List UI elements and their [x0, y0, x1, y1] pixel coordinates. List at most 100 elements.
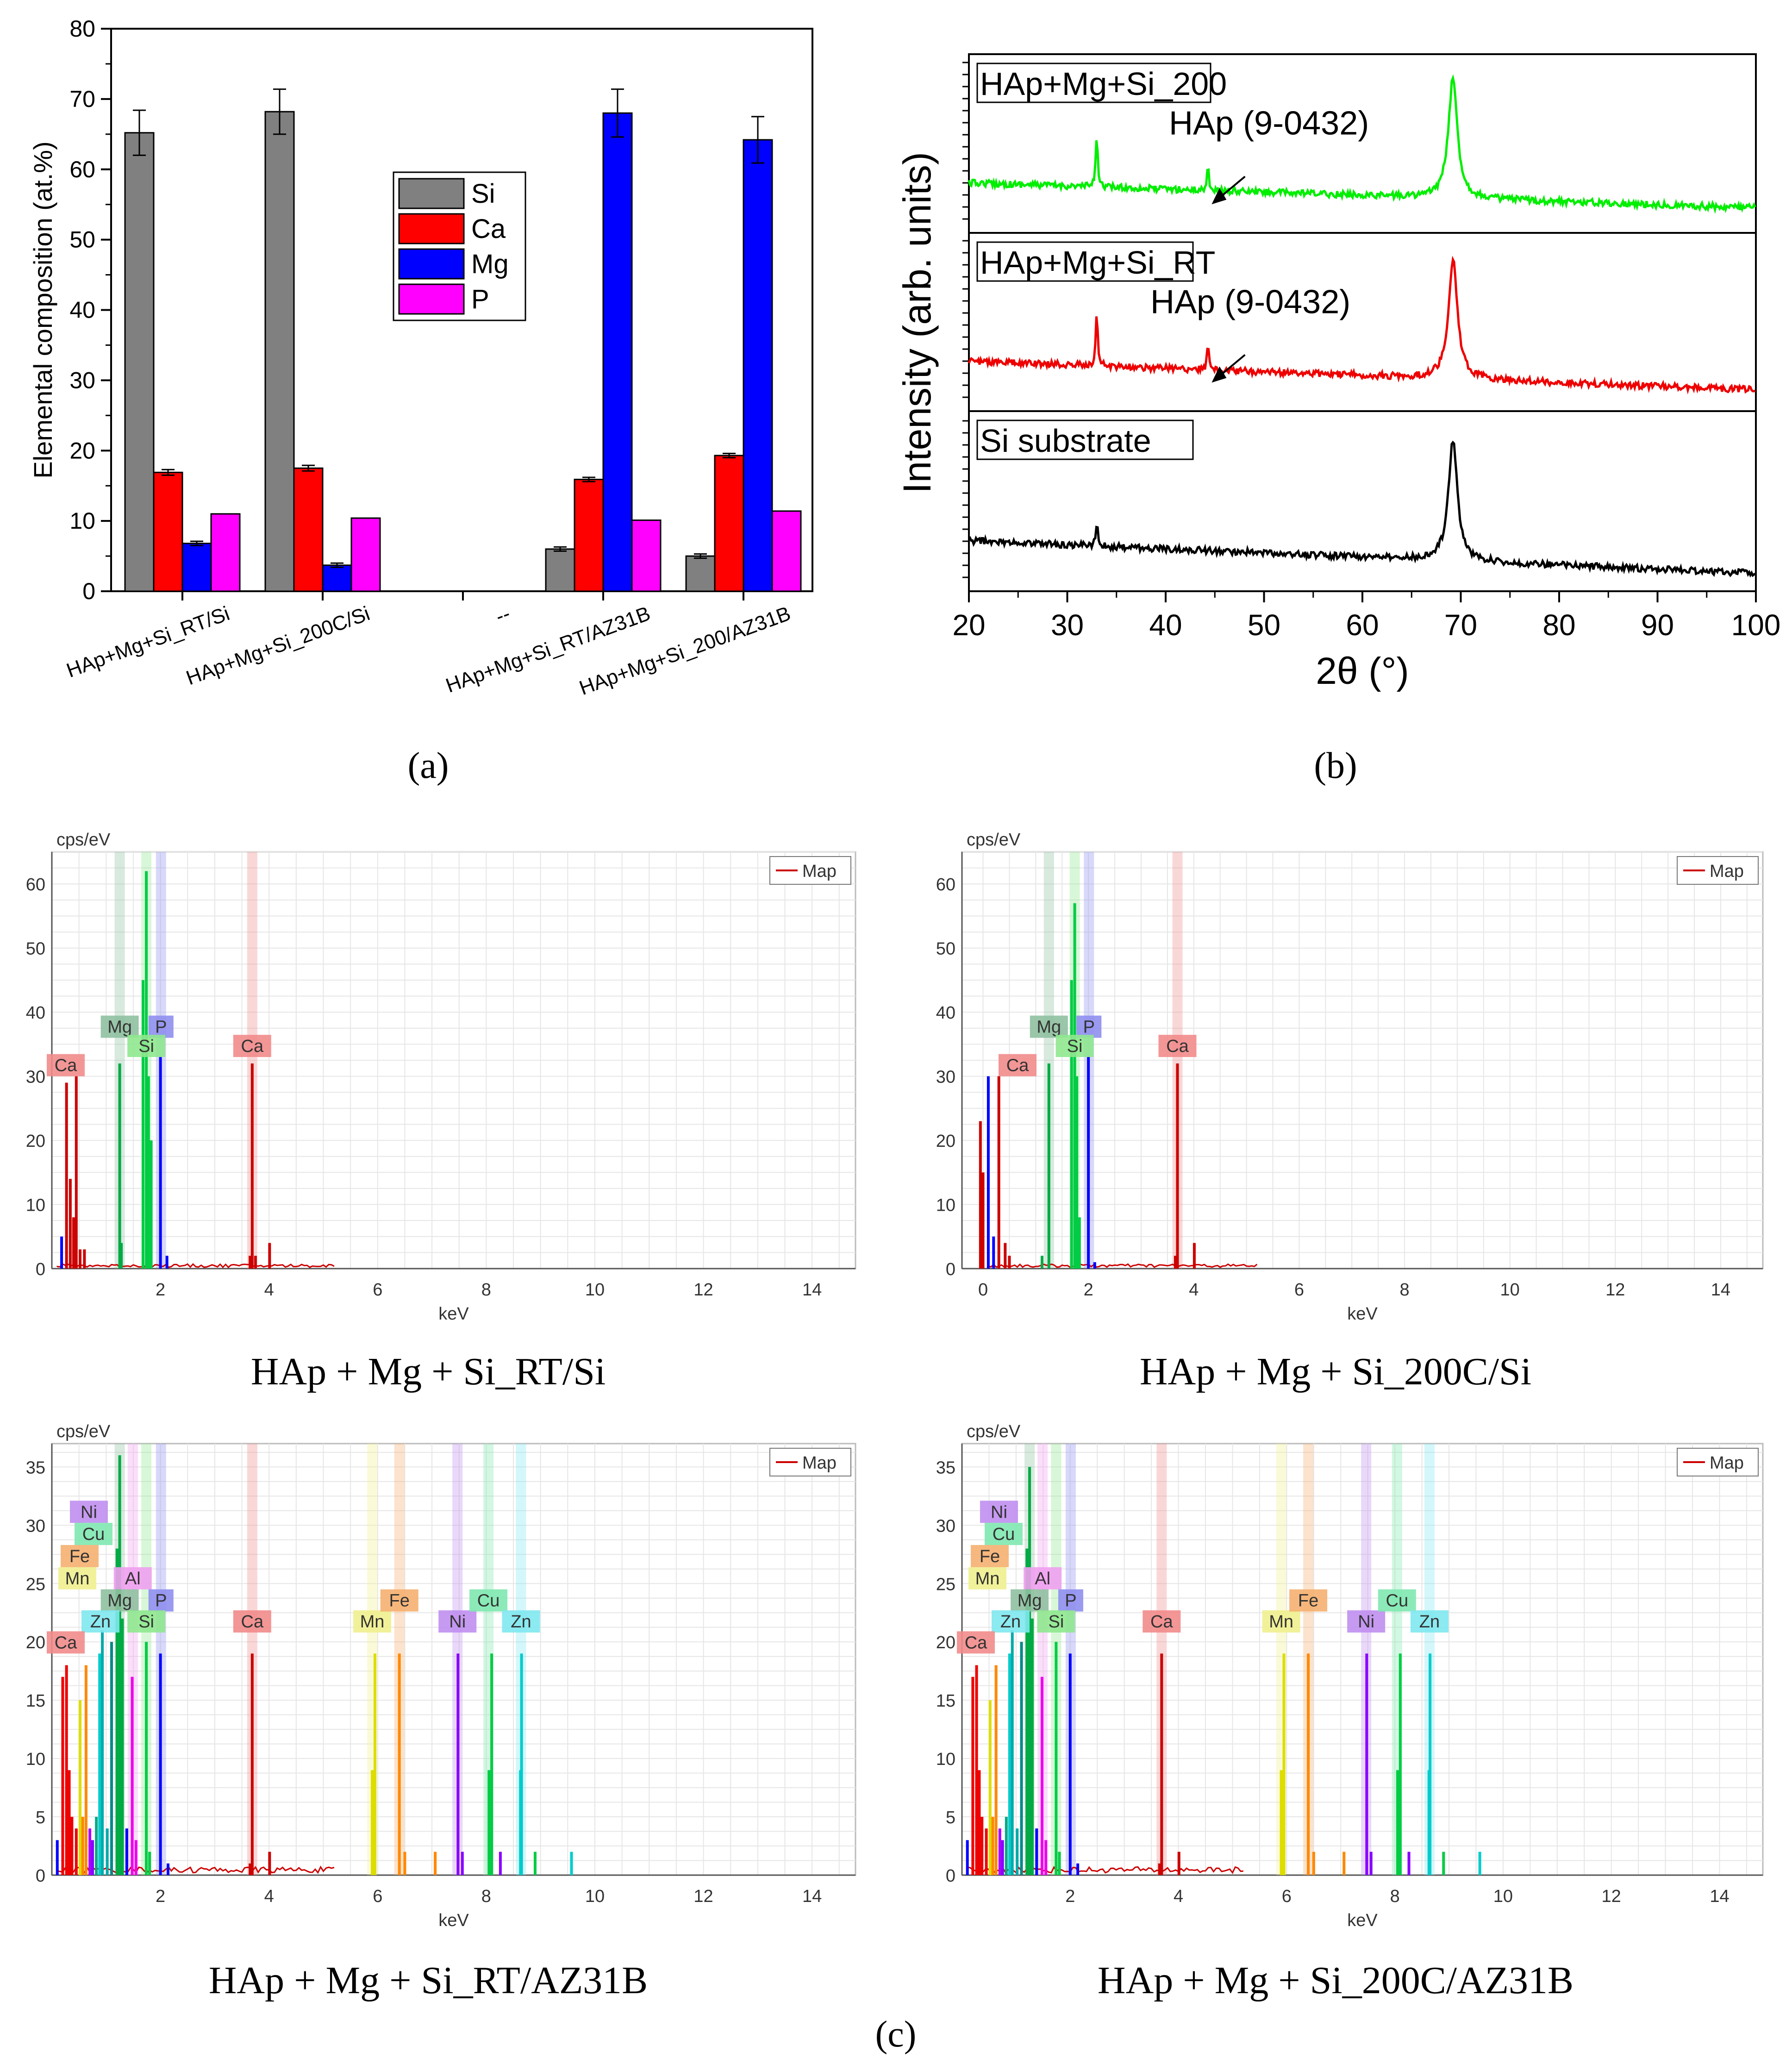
y-tick-label: 35 [26, 1458, 45, 1477]
element-tag-box [100, 1015, 139, 1038]
bar-mg [181, 543, 212, 592]
element-tag-box [1055, 1035, 1094, 1057]
element-tag: P [155, 1018, 167, 1037]
spectrum-peak [142, 980, 145, 1269]
element-tag: Ca [965, 1633, 987, 1652]
bar-mg [743, 139, 773, 592]
element-band-ca [1172, 852, 1183, 1269]
spectrum-peak [95, 1817, 98, 1875]
y-tick-label: 40 [26, 1003, 45, 1023]
y-tick-label: 40 [69, 297, 95, 323]
x-tick-label: 10 [1500, 1280, 1520, 1300]
spectrum-peak [971, 1676, 974, 1875]
element-tag-box [47, 1054, 85, 1076]
element-tag-box [233, 1035, 271, 1057]
spectrum-peak [70, 1817, 74, 1875]
spectrum-peak [997, 1076, 1000, 1269]
y-tick-label: 30 [26, 1516, 45, 1536]
spectrum-peak [1160, 1653, 1163, 1875]
spectrum-peak [1011, 1630, 1014, 1875]
element-tag: Zn [511, 1612, 531, 1632]
x-axis-label: keV [1347, 1911, 1378, 1930]
x-tick-label: 14 [1711, 1280, 1730, 1300]
element-tag: P [155, 1591, 167, 1611]
spectrum-peak [145, 1642, 148, 1875]
element-tag-box [1037, 1610, 1075, 1633]
element-tag-box [127, 1035, 166, 1057]
spectrum-peak [1030, 1618, 1034, 1875]
y-tick-label: 20 [69, 438, 95, 463]
element-tag-box [233, 1610, 271, 1633]
spectrum-peak [134, 1840, 137, 1875]
spectrum-peak [81, 1817, 84, 1875]
y-tick-label: 60 [26, 875, 45, 895]
element-tag: Zn [1419, 1612, 1440, 1632]
spectrum-peak [994, 1665, 998, 1875]
element-tag-box [127, 1610, 166, 1633]
x-tick-label: 80 [1542, 608, 1575, 642]
legend-label-p: P [471, 284, 489, 314]
element-tag: Ca [55, 1056, 77, 1076]
x-tick-label: 10 [585, 1887, 605, 1906]
element-tag: Cu [993, 1525, 1015, 1544]
bar-ca [293, 467, 324, 592]
legend-swatch-si [398, 178, 465, 209]
spectrum-peak [1093, 1262, 1096, 1269]
element-tag-box [1076, 1015, 1102, 1038]
element-tag-box [1024, 1567, 1062, 1589]
spectrum-peak [56, 1840, 59, 1875]
spectrum-peak [1407, 1852, 1411, 1875]
spectrum-peak [84, 1665, 87, 1875]
x-tick-label: 70 [1444, 608, 1477, 642]
xrd-trace-2 [968, 440, 1756, 578]
element-band-ca [247, 852, 257, 1269]
spectrum-peak [1073, 903, 1076, 1269]
y-tick-label: 30 [936, 1068, 955, 1087]
element-tag-box [438, 1610, 477, 1633]
element-tag-box [1030, 1015, 1068, 1038]
element-tag: Mg [1018, 1591, 1042, 1611]
bar-si [685, 555, 716, 592]
spectrum-peak [981, 1172, 985, 1269]
legend-label-si: Si [471, 179, 495, 209]
x-tick-label: 12 [693, 1887, 713, 1906]
spectrum-peak [1280, 1770, 1283, 1875]
series-label-box [976, 419, 1194, 460]
spectrum-peak [75, 1076, 78, 1269]
x-tick-label: 8 [1399, 1280, 1409, 1300]
element-tag: Mg [1036, 1018, 1061, 1037]
element-tag: Fe [389, 1591, 410, 1611]
element-tag: Si [138, 1037, 154, 1056]
y-tick-label: 50 [26, 939, 45, 959]
y-tick-label: 80 [69, 16, 95, 42]
spectrum-peak [1020, 1642, 1023, 1875]
panel-c4-caption: HAp + Mg + Si_200C/AZ31B [1098, 1959, 1573, 2002]
spectrum-peak [1004, 1243, 1007, 1269]
spectrum-peak [991, 1817, 994, 1875]
spectrum-peak [65, 1665, 68, 1875]
spectrum-peak [1001, 1840, 1004, 1875]
element-band-mg [114, 852, 125, 1269]
spectrum-peak [91, 1840, 94, 1875]
element-tag-box [70, 1501, 108, 1523]
element-tag-box [1158, 1035, 1197, 1057]
spectrum-peak [1365, 1653, 1368, 1875]
element-tag-box [100, 1589, 139, 1612]
x-tick-label: 90 [1641, 608, 1674, 642]
y-tick-label: 30 [26, 1068, 45, 1087]
element-tag-box [1378, 1589, 1416, 1612]
y-tick-label: 20 [936, 1132, 955, 1151]
x-tick-label: 4 [1189, 1280, 1199, 1300]
bar-p [771, 510, 802, 592]
element-tag: Si [1067, 1037, 1083, 1056]
x-tick-label: 14 [802, 1887, 822, 1906]
element-tag-box [1262, 1610, 1300, 1633]
eds-plot-frame [961, 1443, 1764, 1876]
spectrum-peak [1087, 1057, 1090, 1269]
x-tick-label: 8 [481, 1887, 491, 1906]
spectrum-peak [159, 1653, 162, 1875]
unit-label: cps/eV [967, 830, 1021, 850]
spectrum-peak [75, 1828, 78, 1875]
element-tag-box [148, 1015, 174, 1038]
x-axis-label: 2θ (°) [1316, 650, 1409, 692]
